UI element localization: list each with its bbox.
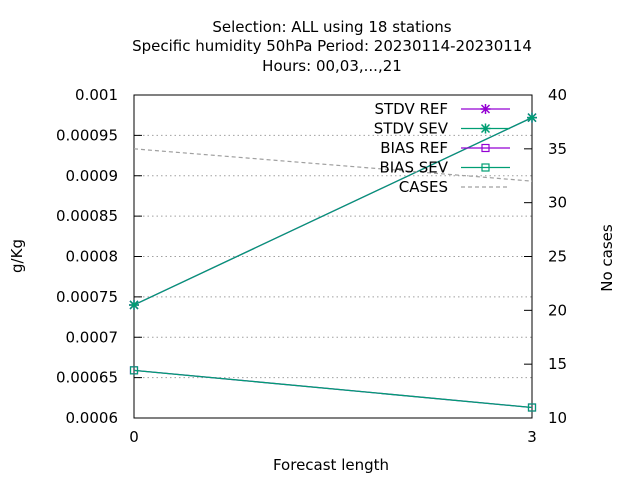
y2-axis-label: No cases	[598, 224, 616, 292]
legend-marker	[480, 123, 491, 134]
x-axis-label: Forecast length	[273, 456, 389, 474]
y-tick-label: 0.0009	[66, 167, 119, 185]
y-tick-label: 0.00065	[56, 369, 118, 387]
chart-title-line-2: Specific humidity 50hPa Period: 20230114…	[132, 37, 532, 55]
y-axis-label: g/Kg	[8, 239, 26, 273]
legend-label: STDV SEV	[374, 120, 449, 138]
legend-entry: STDV SEV	[374, 120, 510, 138]
series-stdv-sev	[129, 112, 537, 310]
y-tick-label: 0.00085	[56, 207, 118, 225]
y-tick-label: 0.00075	[56, 288, 118, 306]
y-tick-label: 0.00095	[56, 126, 118, 144]
data-point	[527, 403, 537, 412]
x-tick-label: 3	[527, 428, 537, 446]
legend-marker	[481, 163, 490, 172]
x-tick-label: 0	[129, 428, 139, 446]
y2-tick-label: 20	[548, 301, 567, 319]
y-tick-label: 0.0007	[66, 328, 119, 346]
y-tick-label: 0.0008	[66, 248, 119, 266]
legend-entry: BIAS REF	[380, 139, 510, 157]
data-series	[129, 112, 537, 412]
y-tick-label: 0.0006	[66, 409, 119, 427]
data-point	[129, 299, 139, 310]
legend-entry: STDV REF	[374, 100, 510, 118]
series-line	[133, 117, 533, 306]
y2-tick-label: 35	[548, 140, 567, 158]
legend-marker	[480, 104, 491, 114]
legend-label: BIAS REF	[380, 139, 448, 157]
chart-title: Selection: ALL using 18 stations Specifi…	[132, 18, 532, 75]
series-line	[133, 148, 533, 182]
legend-label: BIAS SEV	[379, 159, 448, 177]
legend-marker	[481, 143, 490, 153]
series-line	[133, 369, 533, 409]
grid-lines	[134, 134, 532, 379]
chart-title-line-1: Selection: ALL using 18 stations	[212, 18, 451, 36]
legend-entry: CASES	[399, 178, 510, 196]
data-point	[129, 366, 139, 375]
y2-tick-label: 15	[548, 355, 567, 373]
y2-tick-label: 10	[548, 409, 567, 427]
y-tick-label: 0.001	[75, 86, 118, 104]
axis-ticks: 0.0006 0.00065 0.0007 0.00075 0.0008 0.00085 0…	[56, 86, 567, 446]
data-point	[527, 112, 537, 123]
chart-title-line-3: Hours: 00,03,...,21	[262, 57, 402, 75]
y2-tick-label: 30	[548, 194, 567, 212]
legend-entry: BIAS SEV	[379, 159, 510, 177]
y2-tick-label: 25	[548, 248, 567, 266]
y2-tick-label: 40	[548, 86, 567, 104]
plot-frame	[133, 94, 533, 419]
series-cases	[133, 148, 533, 182]
series-bias-sev	[129, 366, 537, 412]
legend-label: CASES	[399, 178, 448, 196]
legend-label: STDV REF	[374, 100, 448, 118]
